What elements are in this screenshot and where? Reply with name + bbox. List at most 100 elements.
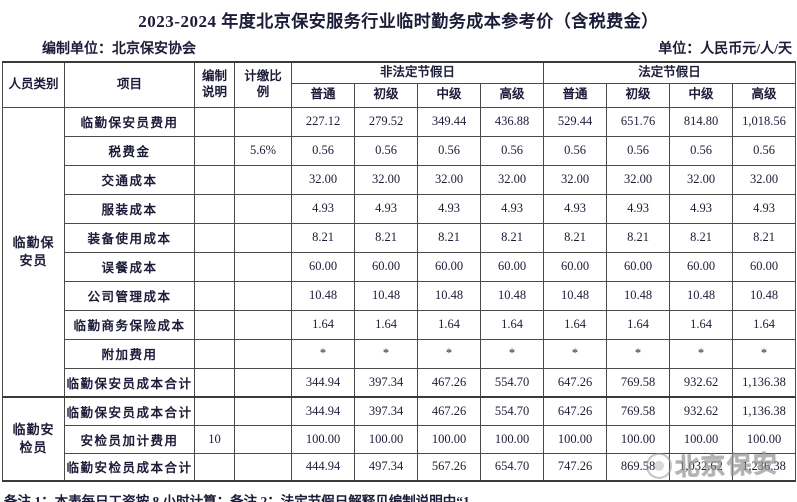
value-cell: 10.48 xyxy=(417,280,481,311)
note-cell xyxy=(194,164,235,195)
table-row: 装备使用成本 8.21 8.21 8.21 8.21 8.21 8.21 8.21 8.21 xyxy=(3,222,797,253)
value-cell: 100.00 xyxy=(417,424,481,454)
value-cell: 0.56 xyxy=(606,135,671,166)
value-cell: 100.00 xyxy=(606,424,671,454)
note-cell xyxy=(194,251,235,282)
meta-row: 编制单位：北京保安协会 单位：人民币元/人/天 xyxy=(0,32,797,61)
value-cell: 1.64 xyxy=(291,309,355,340)
value-cell: * xyxy=(732,338,797,369)
value-cell: 1,136.38 xyxy=(732,367,797,398)
table-row: 安检员加计费用 10 100.00 100.00 100.00 100.00 100.00 1… xyxy=(3,424,797,454)
value-cell: 1.64 xyxy=(417,309,481,340)
header-level-junior-2: 初级 xyxy=(606,82,671,108)
value-cell: 0.56 xyxy=(417,135,481,166)
ratio-cell xyxy=(234,338,292,369)
value-cell: * xyxy=(479,338,545,369)
value-cell: 32.00 xyxy=(479,164,545,195)
value-cell: 32.00 xyxy=(291,164,355,195)
value-cell: 8.21 xyxy=(417,222,481,253)
value-cell: 32.00 xyxy=(543,164,608,195)
value-cell: 32.00 xyxy=(669,164,734,195)
value-cell: 60.00 xyxy=(291,251,355,282)
page-title: 2023-2024 年度北京保安服务行业临时勤务成本参考价（含税费金） xyxy=(138,12,659,31)
item-cell: 装备使用成本 xyxy=(64,222,195,253)
value-cell: 1.64 xyxy=(606,309,671,340)
value-cell: 436.88 xyxy=(479,106,545,137)
value-cell: 747.26 xyxy=(543,452,608,482)
value-cell: 8.21 xyxy=(479,222,545,253)
value-cell: 1.64 xyxy=(732,309,797,340)
category-cell: 临勤保安员 xyxy=(2,106,65,398)
table-row: 误餐成本 60.00 60.00 60.00 60.00 60.00 60.00 60.00 6… xyxy=(3,251,797,282)
table-row: 交通成本 32.00 32.00 32.00 32.00 32.00 32.00 32.00 3… xyxy=(3,164,797,195)
value-cell: 100.00 xyxy=(543,424,608,454)
header-group-nonholiday: 非法定节假日 xyxy=(290,61,545,84)
value-cell: 32.00 xyxy=(417,164,481,195)
value-cell: 349.44 xyxy=(417,106,481,137)
value-cell: 4.93 xyxy=(669,193,734,224)
header-level-senior-2: 高级 xyxy=(732,82,797,108)
item-cell: 临勤安检员成本合计 xyxy=(64,452,195,482)
value-cell: 869.58 xyxy=(606,452,671,482)
table-row: 临勤保安员 临勤保安员费用 227.12 279.52 349.44 436.88 529.… xyxy=(2,106,797,398)
item-cell: 安检员加计费用 xyxy=(64,424,195,454)
value-cell: 4.93 xyxy=(606,193,671,224)
unit-label: 单位：人民币元/人/天 xyxy=(658,42,792,57)
value-cell: 769.58 xyxy=(606,367,671,398)
table-row: 临勤商务保险成本 1.64 1.64 1.64 1.64 1.64 1.64 1.64 1.64 xyxy=(3,309,797,340)
value-cell: 1.64 xyxy=(479,309,545,340)
note-cell xyxy=(194,396,235,426)
item-cell: 临勤商务保险成本 xyxy=(64,309,195,340)
value-cell: 4.93 xyxy=(354,193,418,224)
value-cell: 60.00 xyxy=(417,251,481,282)
value-cell: 8.21 xyxy=(354,222,418,253)
note-cell xyxy=(194,222,235,253)
header-level-junior-1: 初级 xyxy=(354,82,418,108)
value-cell: 0.56 xyxy=(291,135,355,166)
ratio-cell xyxy=(234,309,292,340)
ratio-cell xyxy=(234,367,292,398)
header-level-ordinary-1: 普通 xyxy=(291,82,355,108)
item-cell: 临勤保安员费用 xyxy=(64,106,195,137)
compiling-unit-label: 编制单位：北京保安协会 xyxy=(42,42,196,57)
table-row: 服装成本 4.93 4.93 4.93 4.93 4.93 4.93 4.93 4.93 xyxy=(3,193,797,224)
ratio-cell xyxy=(234,280,292,311)
value-cell: 8.21 xyxy=(606,222,671,253)
value-cell: * xyxy=(669,338,734,369)
header-note: 编制 说明 xyxy=(194,61,235,108)
table-row: 公司管理成本 10.48 10.48 10.48 10.48 10.48 10.48 10.4… xyxy=(3,280,797,311)
table-row: 临勤保安员成本合计 344.94 397.34 467.26 554.70 647.26 7… xyxy=(3,367,797,398)
value-cell: 1.64 xyxy=(669,309,734,340)
ratio-cell xyxy=(234,424,292,454)
item-cell: 附加费用 xyxy=(64,338,195,369)
item-cell: 临勤保安员成本合计 xyxy=(64,367,195,398)
value-cell: 100.00 xyxy=(732,424,797,454)
value-cell: 1.64 xyxy=(543,309,608,340)
value-cell: 10.48 xyxy=(354,280,418,311)
value-cell: 647.26 xyxy=(543,396,608,426)
value-cell: 10.48 xyxy=(732,280,797,311)
value-cell: 397.34 xyxy=(354,396,418,426)
value-cell: 60.00 xyxy=(354,251,418,282)
item-cell: 交通成本 xyxy=(64,164,195,195)
header-level-intermediate-2: 中级 xyxy=(669,82,734,108)
category-cell: 临勤安检员 xyxy=(2,396,65,482)
note-cell xyxy=(194,309,235,340)
value-cell: 0.56 xyxy=(479,135,545,166)
value-cell: 651.76 xyxy=(606,106,671,137)
value-cell: 497.34 xyxy=(354,452,418,482)
value-cell: 8.21 xyxy=(543,222,608,253)
table-row: 临勤安检员成本合计 444.94 497.34 567.26 654.70 747.26 8… xyxy=(3,452,797,482)
value-cell: 769.58 xyxy=(606,396,671,426)
ratio-cell xyxy=(234,251,292,282)
value-cell: 0.56 xyxy=(732,135,797,166)
value-cell: 100.00 xyxy=(669,424,734,454)
value-cell: 4.93 xyxy=(543,193,608,224)
value-cell: 8.21 xyxy=(291,222,355,253)
value-cell: 32.00 xyxy=(606,164,671,195)
ratio-cell xyxy=(234,452,292,482)
value-cell: 10.48 xyxy=(291,280,355,311)
note-cell xyxy=(194,338,235,369)
value-cell: 279.52 xyxy=(354,106,418,137)
value-cell: 444.94 xyxy=(291,452,355,482)
